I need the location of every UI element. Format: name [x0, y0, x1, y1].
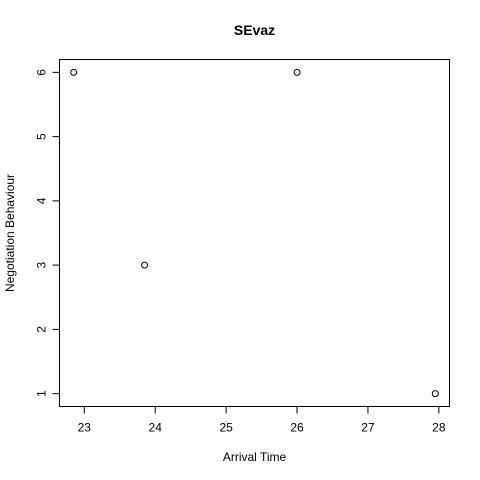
x-tick-label: 25 [219, 421, 233, 435]
data-point [141, 261, 149, 269]
data-point [70, 68, 78, 76]
y-tick-label: 1 [35, 390, 49, 397]
x-tick-label: 27 [361, 421, 375, 435]
x-tick-label: 28 [432, 421, 446, 435]
x-axis: 23 24 25 26 27 28 [78, 406, 446, 435]
y-tick-label: 5 [35, 133, 49, 140]
y-axis: 1 2 3 4 5 6 [35, 69, 60, 397]
data-point [293, 68, 301, 76]
y-tick-label: 6 [35, 69, 49, 76]
x-tick-label: 23 [78, 421, 92, 435]
x-tick-label: 26 [290, 421, 304, 435]
y-axis-label: Negotiation Behaviour [3, 174, 17, 292]
y-tick-label: 3 [35, 261, 49, 268]
data-points [70, 68, 439, 398]
x-tick-label: 24 [149, 421, 163, 435]
y-tick-label: 2 [35, 326, 49, 333]
y-tick-label: 4 [35, 197, 49, 204]
chart-title: SEvaz [234, 22, 275, 38]
x-axis-label: Arrival Time [223, 450, 287, 464]
data-point [431, 390, 439, 398]
